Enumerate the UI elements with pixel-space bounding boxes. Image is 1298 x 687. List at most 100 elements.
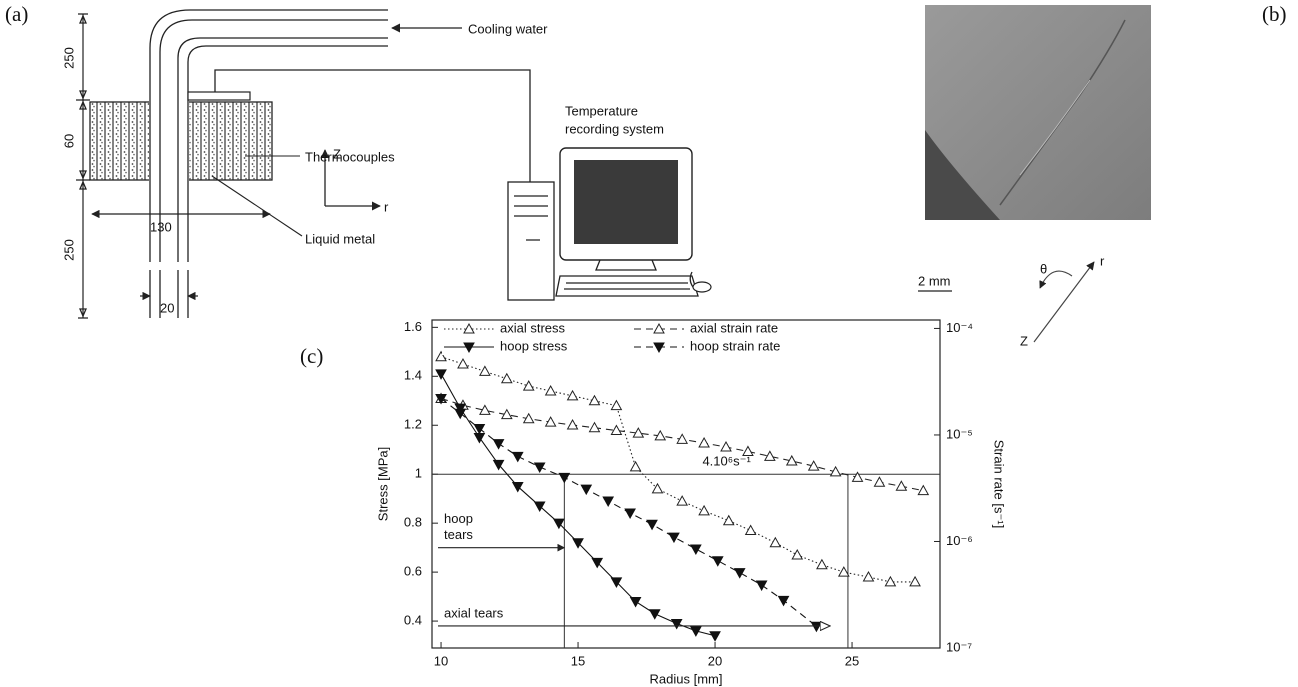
data-point bbox=[511, 451, 524, 463]
dimension-label: 20 bbox=[160, 300, 174, 315]
label-temperature: recording system bbox=[565, 121, 664, 136]
data-point bbox=[457, 358, 469, 369]
chart: Radius [mm] Stress [MPa] Strain rate [s⁻… bbox=[375, 319, 1006, 687]
data-point bbox=[454, 408, 467, 420]
dimension-label: 60 bbox=[61, 134, 76, 148]
panel-label: (b) bbox=[1262, 2, 1287, 26]
axis-label: θ bbox=[1040, 261, 1047, 276]
data-point bbox=[588, 421, 601, 433]
data-point bbox=[566, 418, 579, 430]
data-point bbox=[690, 626, 702, 637]
data-point bbox=[816, 558, 828, 570]
series-line bbox=[440, 356, 916, 583]
data-point bbox=[690, 544, 702, 556]
data-point bbox=[733, 568, 746, 579]
data-point bbox=[763, 450, 776, 461]
data-point bbox=[791, 548, 804, 560]
data-point bbox=[837, 566, 850, 577]
data-point bbox=[602, 496, 615, 508]
data-point bbox=[522, 380, 535, 391]
data-point bbox=[511, 481, 524, 493]
data-point bbox=[492, 459, 505, 471]
legend-label: hoop strain rate bbox=[690, 338, 780, 353]
data-point bbox=[610, 424, 623, 436]
data-point bbox=[851, 471, 864, 482]
x-tick-label: 10 bbox=[434, 653, 448, 668]
legend-label: axial strain rate bbox=[690, 320, 778, 335]
x-tick-label: 15 bbox=[571, 653, 585, 668]
data-point bbox=[909, 575, 921, 587]
y2-tick-label: 10⁻⁴ bbox=[946, 320, 973, 335]
data-point bbox=[646, 519, 658, 531]
scale-bar-label: 2 mm bbox=[918, 273, 951, 288]
data-point bbox=[711, 556, 724, 567]
data-point bbox=[522, 412, 535, 424]
data-point bbox=[632, 427, 645, 438]
data-point bbox=[454, 403, 467, 415]
data-point bbox=[884, 575, 897, 587]
annotation-label: hoop bbox=[444, 511, 473, 526]
panel-label: (c) bbox=[300, 344, 323, 368]
data-point bbox=[862, 570, 875, 582]
dimension-label: 250 bbox=[61, 239, 76, 261]
axis-label: Z bbox=[333, 146, 341, 161]
data-point bbox=[580, 484, 593, 496]
y-tick-label: 1.6 bbox=[404, 319, 422, 334]
data-point bbox=[479, 404, 491, 415]
series-line bbox=[440, 397, 924, 492]
data-point bbox=[676, 495, 689, 506]
data-point bbox=[479, 365, 491, 376]
y-tick-label: 0.8 bbox=[404, 515, 422, 530]
data-point bbox=[500, 408, 513, 420]
data-point bbox=[807, 460, 820, 471]
annotation-label: axial tears bbox=[444, 605, 504, 620]
data-point bbox=[654, 429, 667, 441]
data-point bbox=[668, 532, 680, 544]
data-point bbox=[769, 536, 782, 548]
label-liquid-metal: Liquid metal bbox=[305, 231, 375, 246]
data-point bbox=[533, 462, 546, 474]
data-point bbox=[648, 609, 661, 620]
x-tick-label: 25 bbox=[845, 653, 859, 668]
axis-label: r bbox=[384, 199, 389, 214]
data-point bbox=[591, 557, 604, 569]
data-point bbox=[670, 619, 683, 630]
data-point bbox=[610, 399, 623, 411]
legend-bg bbox=[442, 339, 627, 355]
x-axis-label: Radius [mm] bbox=[650, 671, 723, 686]
x-tick-label: 20 bbox=[708, 653, 722, 668]
plot-frame bbox=[431, 319, 941, 649]
y-tick-label: 1.4 bbox=[404, 368, 422, 383]
legend-label: axial stress bbox=[500, 320, 566, 335]
reference-label: 4.10⁶s⁻¹ bbox=[702, 454, 751, 469]
micrograph: 2 mm r θ Z bbox=[918, 5, 1151, 348]
data-point bbox=[676, 433, 689, 444]
legend-marker bbox=[463, 322, 475, 334]
data-point bbox=[698, 504, 710, 516]
data-point bbox=[785, 454, 798, 466]
y-tick-label: 0.4 bbox=[404, 613, 422, 628]
label-thermocouples: Thermocouples bbox=[305, 149, 395, 164]
data-point bbox=[435, 393, 447, 405]
data-point bbox=[435, 350, 447, 362]
data-point bbox=[473, 432, 486, 444]
data-point bbox=[777, 595, 790, 607]
data-point bbox=[629, 460, 642, 472]
label-cooling-water: Cooling water bbox=[468, 21, 548, 36]
data-point bbox=[629, 596, 642, 608]
data-point bbox=[553, 518, 565, 530]
data-point bbox=[829, 465, 842, 477]
data-point bbox=[492, 439, 505, 450]
y-tick-label: 1 bbox=[415, 466, 422, 481]
data-point bbox=[722, 514, 735, 526]
data-point bbox=[558, 472, 571, 484]
data-point bbox=[651, 482, 664, 494]
y-axis-label: Stress [MPa] bbox=[375, 447, 390, 521]
data-point bbox=[435, 369, 447, 380]
series-line bbox=[440, 398, 817, 627]
data-point bbox=[873, 476, 886, 487]
data-point bbox=[533, 501, 546, 513]
data-point bbox=[917, 484, 930, 496]
data-point bbox=[566, 389, 579, 401]
